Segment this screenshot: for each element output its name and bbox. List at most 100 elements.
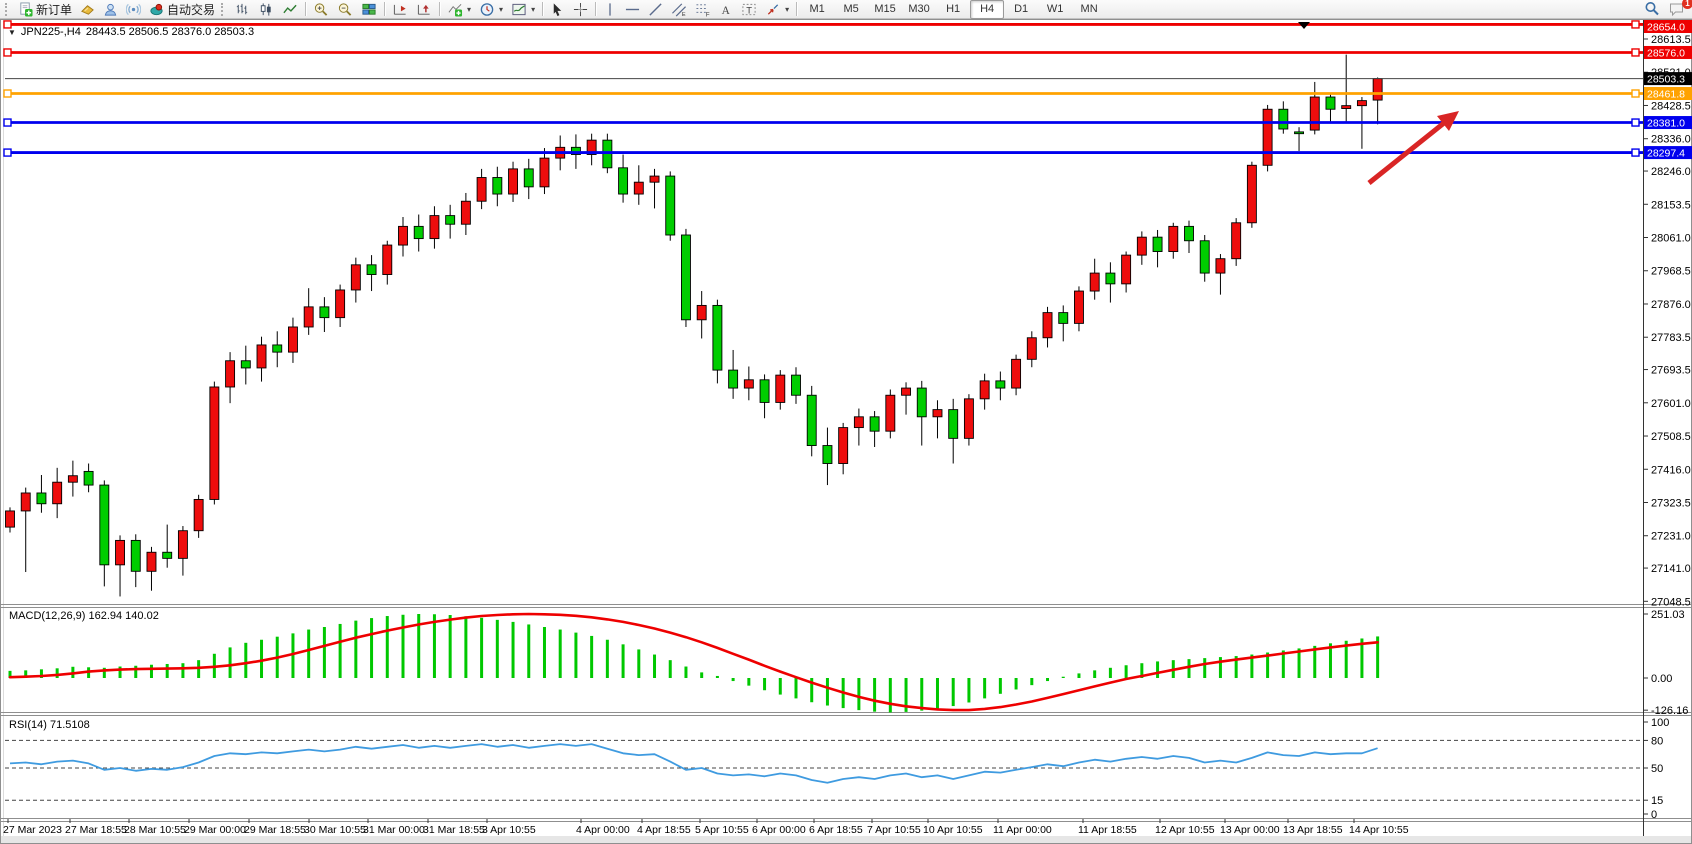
new-order-button[interactable]: 新订单 — [14, 0, 76, 19]
svg-text:28381.0: 28381.0 — [1647, 118, 1685, 130]
dropdown-caret: ▾ — [499, 4, 504, 14]
svg-text:F: F — [706, 11, 710, 16]
time-tick-label: 30 Mar 10:55 — [304, 824, 366, 836]
chart-title: ▼ JPN225-,H4 28443.5 28506.5 28376.0 285… — [8, 26, 254, 38]
notifications-button[interactable]: 1 — [1664, 0, 1692, 19]
zoom-in-button[interactable] — [309, 0, 333, 19]
svg-text:28461.8: 28461.8 — [1647, 89, 1685, 101]
channel-tool[interactable]: E — [667, 0, 691, 19]
search-button[interactable] — [1640, 0, 1664, 19]
deposit-button[interactable] — [76, 0, 99, 19]
time-tick-label: 31 Mar 18:55 — [423, 824, 485, 836]
toolbar-grip[interactable] — [221, 2, 228, 16]
price-tick-label: 27141.0 — [1651, 563, 1691, 575]
svg-text:A: A — [722, 4, 731, 16]
price-tag — [1644, 116, 1692, 130]
timeframe-m15[interactable]: M15 — [874, 3, 896, 15]
time-tick-label: 11 Apr 00:00 — [993, 824, 1052, 836]
time-tick-label: 28 Mar 10:55 — [124, 824, 186, 836]
templates-button[interactable]: ▾ — [507, 0, 539, 19]
price-tag — [1644, 45, 1692, 59]
crosshair-button[interactable] — [569, 0, 592, 19]
periods-button[interactable]: ▾ — [475, 0, 507, 19]
hline-handle[interactable] — [1631, 118, 1640, 127]
time-tick-label: 29 Mar 00:00 — [184, 824, 246, 836]
price-tick-label: 27783.5 — [1651, 332, 1691, 344]
macd-signal-line — [8, 612, 1379, 712]
bar-chart-button[interactable] — [230, 0, 254, 19]
candlestick-chart-button[interactable] — [254, 0, 278, 19]
price-tick-label: 28061.0 — [1651, 233, 1691, 245]
hline-handle[interactable] — [3, 118, 12, 127]
price-tick-label: 27876.0 — [1651, 299, 1691, 311]
trendline-tool[interactable] — [644, 0, 667, 19]
time-tick-label: 5 Apr 10:55 — [695, 824, 749, 836]
time-tick-label: 29 Mar 18:55 — [244, 824, 306, 836]
current-price-tag — [1644, 72, 1692, 86]
hline-handle[interactable] — [1631, 20, 1640, 29]
zoom-out-button[interactable] — [333, 0, 357, 19]
hline-handle[interactable] — [1631, 89, 1640, 98]
chart-shift-marker[interactable] — [1298, 22, 1310, 29]
hline-handle[interactable] — [3, 148, 12, 157]
support-button[interactable] — [99, 0, 122, 19]
timeframe-h4[interactable]: H4 — [970, 0, 1005, 19]
tile-windows-button[interactable] — [357, 0, 381, 19]
auto-scroll-button[interactable] — [388, 0, 412, 19]
arrows-tool[interactable]: ▾ — [761, 0, 793, 19]
chart-ohlc: 28443.5 28506.5 28376.0 28503.3 — [85, 26, 255, 38]
chart-menu-arrow[interactable]: ▼ — [8, 27, 16, 37]
chart-shift-button[interactable] — [412, 0, 436, 19]
timeframe-d1[interactable]: D1 — [1014, 3, 1029, 15]
vertical-line-tool[interactable] — [599, 0, 621, 19]
rsi-indicator-label: RSI(14) 71.5108 — [9, 719, 90, 731]
time-tick-label: 31 Mar 00:00 — [363, 824, 425, 836]
svg-text:E: E — [682, 12, 686, 17]
price-tick-label: 28336.0 — [1651, 134, 1691, 146]
hline-handle[interactable] — [1631, 48, 1640, 57]
timeframe-m5[interactable]: M5 — [843, 3, 859, 15]
dropdown-caret: ▾ — [467, 4, 472, 14]
indicators-button[interactable]: ▾ — [443, 0, 475, 19]
toolbar-grip[interactable] — [5, 2, 12, 16]
time-tick-label: 14 Apr 10:55 — [1349, 824, 1409, 836]
hline-handle[interactable] — [1631, 148, 1640, 157]
chart-symbol: JPN225-,H4 — [20, 26, 81, 38]
timeframe-m1[interactable]: M1 — [809, 3, 825, 15]
signals-button[interactable] — [122, 0, 145, 19]
hline-handle[interactable] — [3, 89, 12, 98]
time-tick-label: 7 Apr 10:55 — [867, 824, 921, 836]
autotrading-label: 自动交易 — [167, 2, 216, 17]
toolbar: 新订单 自动交易 ▾ ▾ ▾ — [0, 0, 1692, 19]
rsi-scale-label: 80 — [1651, 735, 1663, 747]
timeframe-mn[interactable]: MN — [1080, 3, 1098, 15]
time-tick-label: 13 Apr 00:00 — [1220, 824, 1280, 836]
cursor-button[interactable] — [546, 0, 569, 19]
timeframe-m30[interactable]: M30 — [908, 3, 930, 15]
line-chart-button[interactable] — [278, 0, 302, 19]
price-tick-label: 27231.0 — [1651, 531, 1691, 543]
rsi-scale-label: 0 — [1651, 809, 1657, 821]
price-tick-label: 28428.5 — [1651, 100, 1691, 112]
time-tick-label: 27 Mar 18:55 — [65, 824, 127, 836]
svg-text:28654.0: 28654.0 — [1647, 22, 1685, 34]
autotrading-button[interactable]: 自动交易 — [145, 0, 219, 19]
rsi-scale-label: 100 — [1651, 717, 1669, 729]
text-tool[interactable]: A — [715, 0, 737, 19]
macd-scale-label: 251.03 — [1651, 609, 1685, 621]
horizontal-line-tool[interactable] — [621, 0, 644, 19]
hline-handle[interactable] — [3, 20, 12, 29]
timeframe-w1[interactable]: W1 — [1046, 3, 1064, 15]
hline-handle[interactable] — [3, 48, 12, 57]
price-tag — [1644, 87, 1692, 101]
trend-arrow-head[interactable] — [1437, 111, 1459, 131]
autotrading-icon — [149, 2, 164, 17]
fibonacci-tool[interactable]: F — [691, 0, 715, 19]
time-tick-label: 6 Apr 18:55 — [809, 824, 863, 836]
time-tick-label: 27 Mar 2023 — [3, 824, 62, 836]
text-label-tool[interactable]: T — [737, 0, 761, 19]
timeframe-h1[interactable]: H1 — [946, 3, 961, 15]
trend-arrow[interactable] — [1367, 121, 1446, 185]
